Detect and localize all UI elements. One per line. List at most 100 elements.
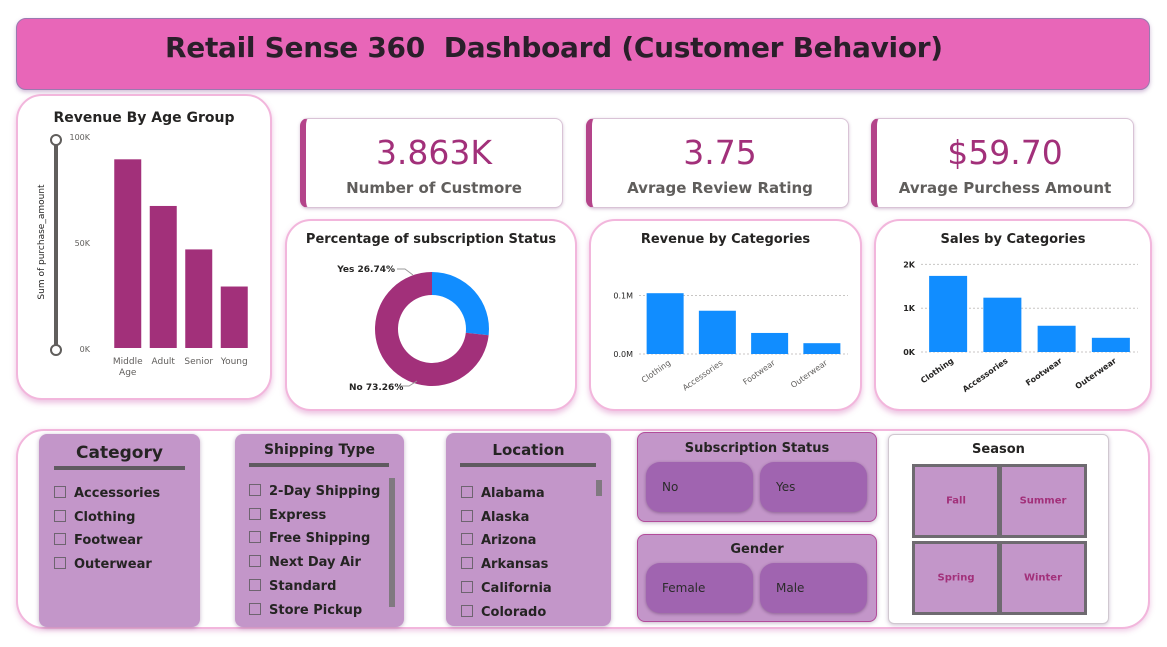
location-option[interactable]: Arkansas — [461, 557, 548, 572]
bar — [1091, 337, 1130, 352]
kpi-customers-value: 3.863K — [375, 133, 493, 172]
kpi-purchase-value: $59.70 — [947, 133, 1063, 172]
dashboard-header: Retail Sense 360 Dashboard (Customer Beh… — [16, 18, 1150, 90]
bar — [698, 310, 736, 354]
location-option[interactable]: Alaska — [461, 510, 529, 525]
checkbox[interactable] — [461, 533, 473, 545]
season-slicer: Season Fall Summer Spring Winter — [888, 434, 1109, 624]
y-tick-label: 2K — [903, 260, 916, 269]
shipping-option[interactable]: Express — [249, 508, 326, 523]
location-slicer-title: Location — [492, 441, 565, 459]
x-tick-label: Senior — [184, 357, 213, 367]
subscription-status-card: Percentage of subscription Status Yes 26… — [285, 219, 577, 411]
shipping-type-slicer: Shipping Type 2-Day Shipping Express Fre… — [235, 434, 404, 627]
location-scrollbar[interactable] — [596, 480, 602, 496]
shipping-option[interactable]: Next Day Air — [249, 555, 361, 570]
leader-line — [397, 268, 414, 276]
y-axis-handle-top — [50, 134, 62, 146]
revenue-by-age-card: Revenue By Age Group 0K 50K 100K Sum of pur… — [16, 94, 272, 400]
checkbox[interactable] — [461, 486, 473, 498]
kpi-card-purchase: $59.70 Avrage Purchess Amount — [871, 118, 1134, 208]
checkbox[interactable] — [249, 531, 261, 543]
shipping-type-slicer-title: Shipping Type — [263, 442, 376, 458]
y-axis-title: Sum of purchase_amount — [37, 184, 47, 300]
checkbox[interactable] — [461, 510, 473, 522]
bar — [646, 293, 684, 354]
season-tile-summer[interactable]: Summer — [999, 464, 1087, 538]
revenue-by-categories-title: Revenue by Categories — [640, 232, 811, 247]
season-tile-winter[interactable]: Winter — [999, 541, 1087, 615]
location-option[interactable]: Alabama — [461, 486, 545, 501]
checkbox[interactable] — [249, 579, 261, 591]
category-option-accessories[interactable]: Accessories — [54, 486, 160, 501]
location-slicer: Location Alabama Alaska Arizona Arkansas… — [446, 433, 611, 626]
location-option[interactable]: California — [461, 581, 552, 596]
category-option-footwear[interactable]: Footwear — [54, 533, 142, 548]
y-axis-handle-bottom — [50, 344, 62, 356]
bar — [185, 249, 213, 348]
subscription-status-title: Percentage of subscription Status — [305, 232, 557, 247]
shipping-option[interactable]: 2-Day Shipping — [249, 484, 380, 499]
data-label-yes: Yes 26.74% — [336, 265, 395, 275]
y-tick-label: 0K — [80, 345, 91, 354]
checkbox[interactable] — [54, 510, 66, 522]
season-tile-spring[interactable]: Spring — [912, 541, 1000, 615]
shipping-scrollbar[interactable] — [389, 478, 395, 607]
x-tick-label: Accessories — [681, 358, 725, 392]
checkbox[interactable] — [54, 486, 66, 498]
checkbox[interactable] — [461, 605, 473, 617]
checkbox[interactable] — [54, 557, 66, 569]
sales-by-categories-card: Sales by Categories 0K 1K 2K Clothing Access… — [874, 219, 1152, 411]
gender-slicer: Gender Female Male — [637, 534, 877, 622]
category-option-clothing[interactable]: Clothing — [54, 510, 135, 525]
checkbox[interactable] — [54, 533, 66, 545]
leader-line — [400, 380, 418, 387]
revenue-by-categories-chart: 0.0M 0.1M Clothing Accessories Footwear Outer… — [613, 292, 848, 393]
donut-slice-no — [375, 272, 489, 386]
gender-tile-male[interactable]: Male — [760, 563, 867, 613]
checkbox[interactable] — [249, 555, 261, 567]
kpi-customers-label: Number of Custmore — [346, 179, 522, 197]
subscription-tile-no[interactable]: No — [646, 462, 753, 512]
location-option[interactable]: Arizona — [461, 533, 536, 548]
revenue-by-age-chart: 0K 50K 100K Sum of purchase_amount MiddleAge… — [37, 133, 248, 378]
bar — [114, 159, 142, 348]
checkbox[interactable] — [249, 484, 261, 496]
gender-tile-female[interactable]: Female — [646, 563, 753, 613]
checkbox[interactable] — [461, 557, 473, 569]
location-option[interactable]: Colorado — [461, 605, 546, 620]
subscription-slicer-title: Subscription Status — [684, 441, 830, 456]
shipping-option[interactable]: Store Pickup — [249, 603, 362, 618]
subscription-donut-chart: Yes 26.74% No 73.26% — [336, 265, 489, 393]
subscription-slicer: Subscription Status No Yes — [637, 432, 877, 522]
sales-by-categories-chart: 0K 1K 2K Clothing Accessories Footwear Outerwe… — [903, 260, 1138, 394]
bar — [220, 286, 248, 348]
revenue-by-categories-card: Revenue by Categories 0.0M 0.1M Clothing Ac… — [589, 219, 862, 411]
bar — [803, 343, 841, 354]
subscription-tile-yes[interactable]: Yes — [760, 462, 867, 512]
bar — [929, 275, 968, 352]
x-tick-label: Footwear — [1024, 356, 1064, 388]
shipping-option[interactable]: Standard — [249, 579, 336, 594]
category-option-outerwear[interactable]: Outerwear — [54, 557, 152, 572]
y-tick-label: 0.0M — [613, 350, 633, 359]
kpi-card-rating: 3.75 Avrage Review Rating — [586, 118, 849, 208]
x-tick-label: Middle — [113, 357, 143, 367]
season-tile-fall[interactable]: Fall — [912, 464, 1000, 538]
y-tick-label: 0K — [903, 348, 916, 357]
y-tick-label: 100K — [69, 133, 90, 142]
checkbox[interactable] — [249, 603, 261, 615]
x-tick-label: Footwear — [741, 358, 777, 387]
kpi-card-customers: 3.863K Number of Custmore — [300, 118, 563, 208]
checkbox[interactable] — [249, 508, 261, 520]
checkbox[interactable] — [461, 581, 473, 593]
x-tick-label: Young — [220, 357, 248, 367]
shipping-option[interactable]: Free Shipping — [249, 531, 370, 546]
bar — [983, 297, 1022, 352]
category-slicer-title: Category — [76, 443, 163, 463]
slicer-divider — [249, 463, 389, 467]
bar — [751, 332, 789, 354]
y-tick-label: 0.1M — [613, 292, 633, 301]
y-tick-label: 50K — [75, 239, 91, 248]
season-slicer-title: Season — [972, 442, 1025, 457]
